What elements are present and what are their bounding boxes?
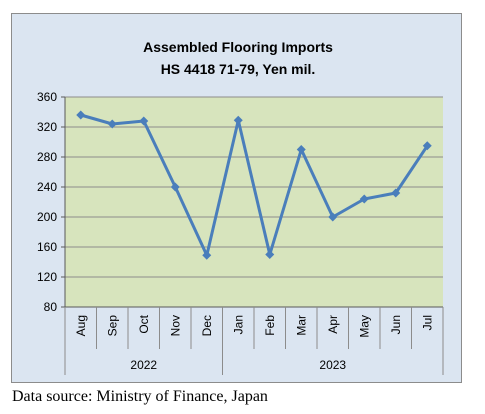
x-tick-label: Mar bbox=[294, 315, 308, 336]
y-tick-label: 240 bbox=[37, 180, 57, 194]
data-point-marker bbox=[328, 212, 338, 222]
y-tick-label: 160 bbox=[37, 240, 57, 254]
x-tick-label: Aug bbox=[74, 315, 88, 336]
y-tick-label: 360 bbox=[37, 90, 57, 104]
data-point-marker bbox=[76, 110, 86, 120]
y-tick-label: 80 bbox=[44, 300, 58, 314]
x-tick-label: Jan bbox=[231, 315, 245, 334]
x-tick-label: Apr bbox=[326, 315, 340, 334]
x-tick-label: Nov bbox=[168, 315, 182, 336]
data-point-marker bbox=[233, 115, 243, 125]
y-tick-label: 200 bbox=[37, 210, 57, 224]
x-tick-label: Oct bbox=[137, 314, 151, 333]
x-tick-label: May bbox=[357, 315, 371, 338]
chart-frame: Assembled Flooring Imports HS 4418 71-79… bbox=[11, 13, 462, 383]
x-tick-label: Sep bbox=[105, 315, 119, 337]
year-group-label: 2022 bbox=[130, 358, 157, 372]
data-point-marker bbox=[296, 145, 306, 154]
x-tick-label: Feb bbox=[263, 315, 277, 336]
year-group-label: 2023 bbox=[319, 358, 346, 372]
x-tick-label: Dec bbox=[200, 315, 214, 336]
series-line bbox=[80, 113, 429, 257]
chart-title-line1: Assembled Flooring Imports bbox=[143, 39, 333, 55]
data-point-marker bbox=[422, 141, 432, 151]
y-tick-label: 280 bbox=[37, 150, 57, 164]
data-point-marker bbox=[359, 194, 369, 204]
y-tick-label: 320 bbox=[37, 120, 57, 134]
year-group-labels: 2022 2023 bbox=[64, 349, 444, 375]
series-layer bbox=[76, 110, 432, 260]
data-point-marker bbox=[265, 250, 275, 259]
plot-area bbox=[65, 97, 443, 307]
data-point-marker bbox=[202, 250, 212, 260]
y-tick-label: 120 bbox=[37, 270, 57, 284]
line-chart: Assembled Flooring Imports HS 4418 71-79… bbox=[37, 39, 444, 375]
x-tick-label: Jun bbox=[389, 315, 403, 334]
data-point-marker bbox=[107, 119, 117, 129]
data-point-marker bbox=[170, 182, 180, 192]
chart-title-line2: HS 4418 71-79, Yen mil. bbox=[161, 61, 316, 77]
axes bbox=[64, 97, 444, 349]
x-tick-label: Jul bbox=[420, 315, 434, 330]
data-source-note: Data source: Ministry of Finance, Japan bbox=[12, 388, 268, 405]
y-tick-labels: 80 120 160 200 240 280 320 360 bbox=[37, 90, 57, 314]
data-point-marker bbox=[139, 116, 149, 126]
data-point-marker bbox=[391, 188, 401, 198]
x-tick-labels: Aug Sep Oct Nov Dec Jan Feb Mar Apr May Jun Jul bbox=[74, 314, 435, 337]
